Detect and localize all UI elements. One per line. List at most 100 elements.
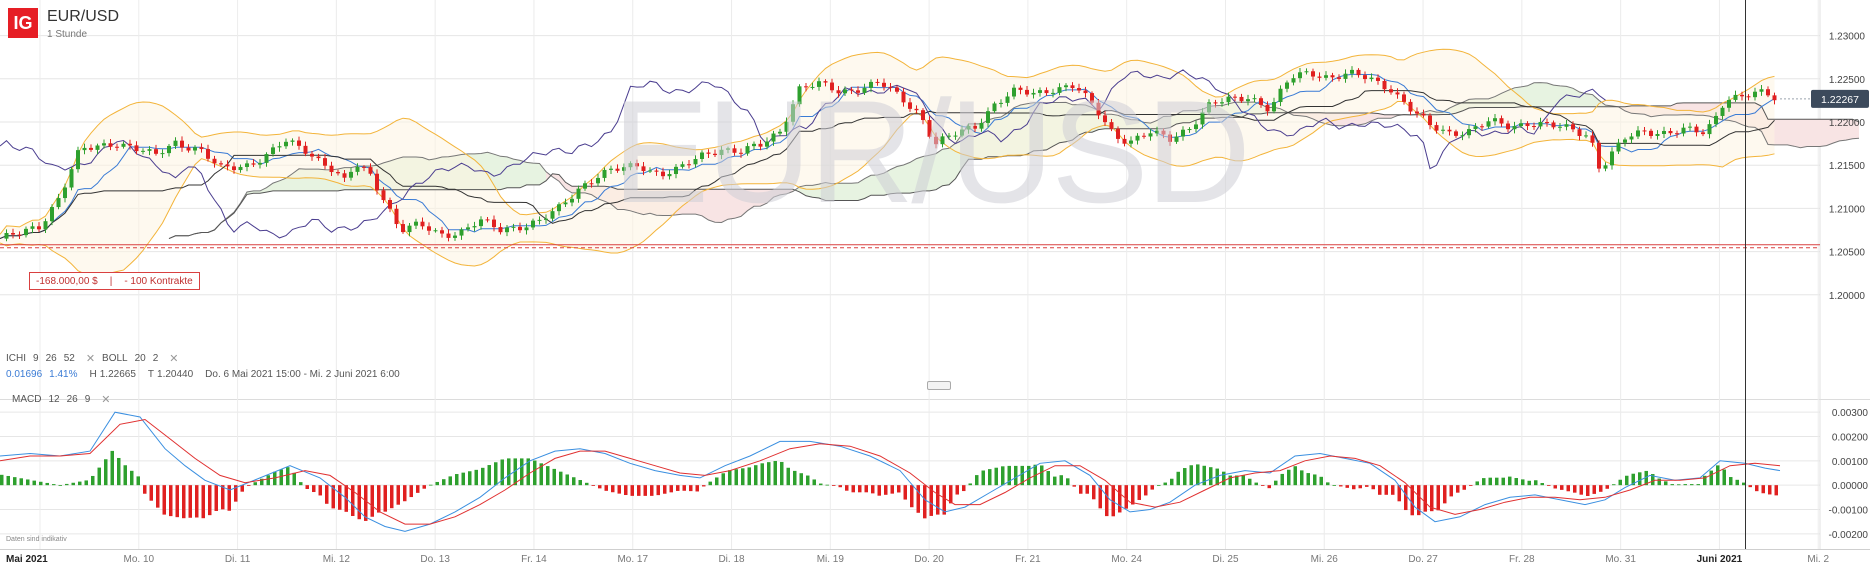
histogram-bar [1475,481,1479,486]
histogram-bar [773,460,777,486]
candle-body [979,122,984,129]
histogram-bar [1267,485,1271,489]
histogram-bar [1722,469,1726,486]
bollinger-name[interactable]: BOLL [102,353,128,364]
candle-body [1577,129,1582,136]
candle-body [388,199,392,209]
instrument-title[interactable]: EUR/USD [47,8,120,25]
cloud-segment [1592,94,1599,107]
candle-body [1467,129,1471,136]
candle-body [108,143,113,147]
candle-body [557,204,561,212]
histogram-bar [1059,475,1063,486]
histogram-bar [565,474,569,486]
histogram-bar [1046,471,1050,486]
candle-body [648,170,652,172]
high-value: 1.22665 [99,369,136,380]
cloud-segment [1833,119,1840,144]
histogram-bar [1605,485,1609,489]
histogram-bar [734,469,738,486]
cloud-segment [767,189,774,204]
bollinger-lower [0,101,1775,276]
histogram-bar [136,476,140,486]
histogram-bar [533,460,537,486]
candle-body [875,81,880,83]
position-box[interactable]: -168.000,00 $ | - 100 Kontrakte [29,272,200,290]
candle-body [154,149,158,154]
histogram-bar [1319,476,1323,486]
candle-body [1512,126,1517,130]
histogram-bar [1566,485,1570,492]
candle-body [1116,128,1120,139]
remove-ichimoku-close-icon[interactable]: ✕ [85,353,96,365]
remove-bollinger-close-icon[interactable]: ✕ [169,353,179,365]
cloud-segment [1813,119,1820,147]
candle-body [1473,126,1478,130]
candle-body [1532,126,1536,128]
histogram-bar [1683,484,1687,486]
candle-body [82,147,87,151]
x-tick-label: Fr. 21 [1015,554,1041,565]
histogram-bar [721,473,725,486]
histogram-bar [1436,485,1440,511]
cloud-segment [1534,82,1541,107]
histogram-bar [929,485,933,516]
date-range: Do. 6 Mai 2021 15:00 - Mi. 2 Juni 2021 6… [205,369,400,380]
candle-body [602,169,607,178]
pane-resize-handle[interactable] [927,381,951,390]
histogram-bar [429,484,433,486]
candle-body [622,167,626,171]
histogram-bar [1248,478,1252,486]
histogram-bar [253,482,257,486]
x-tick-label: Mo. 17 [617,554,648,565]
candle-body [661,171,665,177]
candle-body [219,163,223,165]
histogram-bar [84,480,88,486]
histogram-bar [123,465,127,486]
cloud-segment [1774,119,1781,145]
cloud-segment [949,143,956,185]
histogram-bar [1079,485,1083,494]
histogram-bar [143,485,147,494]
histogram-bar [1371,485,1375,490]
candle-body [687,164,691,166]
position-amount: -168.000,00 $ [36,275,98,287]
histogram-bar [630,485,634,496]
candle-body [1213,102,1218,104]
cloud-segment [864,175,871,199]
histogram-bar [494,462,498,486]
cloud-segment [266,183,273,193]
histogram-bar [955,485,959,495]
candle-body [1369,77,1374,80]
remove-macd-close-icon[interactable]: ✕ [101,394,111,406]
ichimoku-param-1: 9 [33,353,39,364]
candle-body [1200,112,1205,125]
ichimoku-name[interactable]: ICHI [6,353,26,364]
cloud-segment [832,183,839,201]
timeframe-label[interactable]: 1 Stunde [47,29,88,40]
candle-body [30,226,35,229]
histogram-bar [936,485,940,515]
candle-body [1090,93,1094,103]
histogram-bar [968,483,972,486]
candle-body [973,125,977,129]
candle-body [1415,111,1419,114]
candle-body [1395,92,1400,95]
candle-body [563,202,568,205]
histogram-bar [1748,485,1752,488]
candle-body [1025,89,1029,95]
macd-legend: MACD 12 26 9 ✕ [12,393,117,406]
candle-body [1070,85,1075,89]
candle-body [1161,130,1166,135]
candle-body [901,91,906,103]
candle-body [1252,98,1257,100]
histogram-bar [754,465,758,486]
histogram-bar [1729,477,1733,486]
candle-body [1155,130,1159,134]
candle-body [992,103,997,112]
histogram-bar [708,481,712,486]
macd-name[interactable]: MACD [12,394,42,405]
candle-body [492,219,496,228]
histogram-bar [474,469,478,486]
